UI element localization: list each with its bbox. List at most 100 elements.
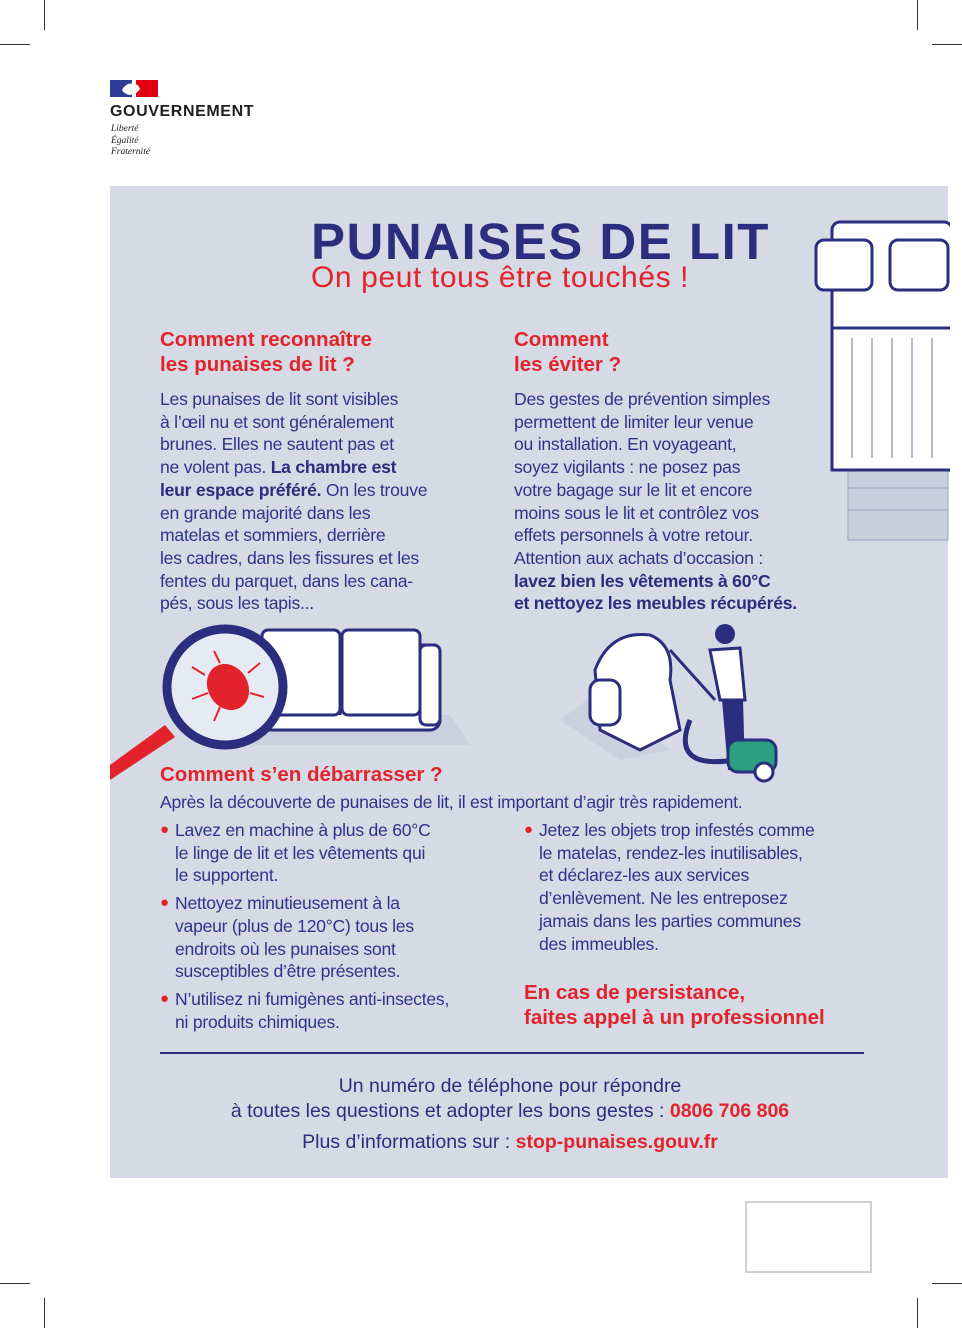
text-line: Des gestes de prévention simples (514, 388, 797, 411)
text-segment: soyez vigilants : ne posez pas (514, 457, 741, 478)
text-line: à l’œil nu et sont généralement (160, 411, 427, 434)
footer-line-3: Plus d’informations sur : stop-punaises.… (160, 1130, 860, 1155)
text-line: les cadres, dans les fissures et les (160, 547, 427, 570)
bedbug-icon (191, 650, 265, 722)
footer-text: Plus d’informations sur : (302, 1131, 516, 1153)
bullet-item: ● N’utilisez ni fumigènes anti-insectes, n… (160, 988, 450, 1033)
text-line: ou installation. En voyageant, (514, 433, 797, 456)
text-line: Les punaises de lit sont visibles (160, 388, 427, 411)
section-remove-intro: Après la découverte de punaises de lit, … (160, 792, 743, 812)
bullet-line: susceptibles d’être présentes. (175, 961, 401, 982)
motto-line: Fraternité (111, 147, 151, 157)
callout-line: En cas de persistance, (524, 981, 746, 1004)
logo-motto: Liberté Égalité Fraternité (111, 124, 150, 159)
text-line: en grande majorité dans les (160, 502, 427, 525)
bullet-line: vapeur (plus de 120°C) tous les (175, 915, 414, 936)
footer-line-1: Un numéro de téléphone pour répondre (338, 1075, 682, 1097)
crop-mark (0, 44, 30, 45)
bullet-list-left: ● Lavez en machine à plus de 60°C le linge… (160, 819, 450, 1038)
text-line: fentes du parquet, dans les cana- (160, 570, 427, 593)
emphasis-text: La chambre est (270, 457, 397, 478)
text-segment: moins sous le lit et contrôlez vos (514, 502, 759, 523)
text-line: Attention aux achats d’occasion : (514, 547, 797, 570)
page-subtitle: On peut tous être touchés ! (311, 261, 690, 294)
section-avoid-text: Des gestes de prévention simples permette… (514, 388, 797, 615)
bullet-line: des immeubles. (539, 933, 659, 954)
text-line: moins sous le lit et contrôlez vos (514, 502, 797, 525)
bed-illustration (814, 220, 950, 541)
bullet-icon: ● (160, 894, 169, 912)
text-line: effets personnels à votre retour. (514, 524, 797, 547)
heading-line: Comment (514, 328, 609, 351)
bullet-line: N’utilisez ni fumigènes anti-insectes, (175, 988, 450, 1009)
text-line: soyez vigilants : ne posez pas (514, 456, 797, 479)
text-segment: Des gestes de prévention simples (514, 389, 771, 409)
page-title: PUNAISES DE LIT (311, 213, 770, 270)
bullet-line: endroits où les punaises sont (175, 938, 396, 959)
logo-wordmark: GOUVERNEMENT (110, 103, 255, 120)
emphasis-text: et nettoyez les meubles récupérés. (514, 593, 797, 614)
magnifier-sofa-illustration (110, 624, 470, 780)
bullet-line: le matelas, rendez-les inutilisables, (539, 842, 803, 863)
website-link[interactable]: stop-punaises.gouv.fr (515, 1131, 718, 1153)
vacuum-armchair-illustration (560, 624, 778, 783)
professional-callout: En cas de persistance, faites appel à un… (524, 980, 825, 1030)
bullet-line: Jetez les objets trop infestés comme (539, 820, 815, 840)
crop-mark (917, 0, 918, 30)
bullet-icon: ● (160, 821, 169, 838)
bullet-line: le linge de lit et les vêtements qui (175, 842, 426, 863)
text-line: leur espace préféré. On les trouve (160, 479, 428, 502)
bullet-line: jamais dans les parties communes (539, 910, 801, 931)
text-segment: brunes. Elles ne sautent pas et (160, 434, 394, 455)
bullet-line: d’enlèvement. Ne les entreposez (539, 888, 788, 909)
text-segment: matelas et sommiers, derrière (160, 525, 386, 546)
crop-mark (44, 1298, 45, 1328)
section-heading-recognize: Comment reconnaître les punaises de lit … (160, 327, 372, 377)
marianne-flag-icon (110, 80, 158, 97)
divider (160, 1052, 864, 1054)
bullet-line: et déclarez-les aux services (539, 865, 750, 886)
motto-line: Égalité (111, 135, 139, 146)
crop-mark (44, 0, 45, 30)
section-heading-remove: Comment s’en débarrasser ? (160, 763, 443, 786)
callout-line: faites appel à un professionnel (524, 1006, 825, 1029)
heading-line: les punaises de lit ? (160, 353, 355, 376)
text-segment: Les punaises de lit sont visibles (160, 389, 399, 409)
text-segment: votre bagage sur le lit et encore (514, 479, 753, 500)
bullet-icon: ● (160, 989, 169, 1007)
bullet-line: Lavez en machine à plus de 60°C (175, 820, 431, 840)
crop-mark (932, 1283, 962, 1284)
bullet-item: ● Nettoyez minutieusement à la vapeur (plu… (160, 892, 449, 983)
bullet-line: le supportent. (175, 865, 279, 886)
text-segment: en grande majorité dans les (160, 502, 371, 523)
text-line: pés, sous les tapis... (160, 592, 427, 615)
text-segment: ne volent pas. (160, 457, 271, 478)
text-line: lavez bien les vêtements à 60°C (514, 570, 797, 593)
text-segment: On les trouve (321, 479, 428, 500)
bullet-item: ● Lavez en machine à plus de 60°C le linge… (160, 819, 449, 887)
text-line: permettent de limiter leur venue (514, 411, 797, 434)
crop-mark (917, 1298, 918, 1328)
text-segment: fentes du parquet, dans les cana- (160, 570, 413, 591)
bullet-list-right: ● Jetez les objets trop infestés comme le … (524, 819, 815, 960)
heading-line: les éviter ? (514, 353, 622, 376)
footer-line-2: à toutes les questions et adopter les bo… (160, 1099, 860, 1124)
crop-mark (932, 44, 962, 45)
text-line: ne volent pas. La chambre est (160, 456, 427, 479)
emphasis-text: leur espace préféré. (160, 479, 322, 500)
text-segment: à l’œil nu et sont généralement (160, 411, 394, 432)
bullet-icon: ● (524, 821, 533, 838)
blank-box (745, 1201, 872, 1273)
text-line: et nettoyez les meubles récupérés. (514, 592, 797, 615)
text-segment: ou installation. En voyageant, (514, 434, 737, 455)
text-line: brunes. Elles ne sautent pas et (160, 433, 427, 456)
phone-number[interactable]: 0806 706 806 (669, 1100, 790, 1122)
section-recognize-text: Les punaises de lit sont visibles à l’œil… (160, 388, 428, 615)
emphasis-text: lavez bien les vêtements à 60°C (514, 570, 771, 591)
text-line: matelas et sommiers, derrière (160, 524, 427, 547)
text-segment: permettent de limiter leur venue (514, 411, 754, 432)
text-line: votre bagage sur le lit et encore (514, 479, 797, 502)
motto-line: Liberté (111, 124, 139, 134)
bullet-item: ● Jetez les objets trop infestés comme le … (524, 819, 815, 955)
text-segment: Attention aux achats d’occasion : (514, 547, 763, 568)
